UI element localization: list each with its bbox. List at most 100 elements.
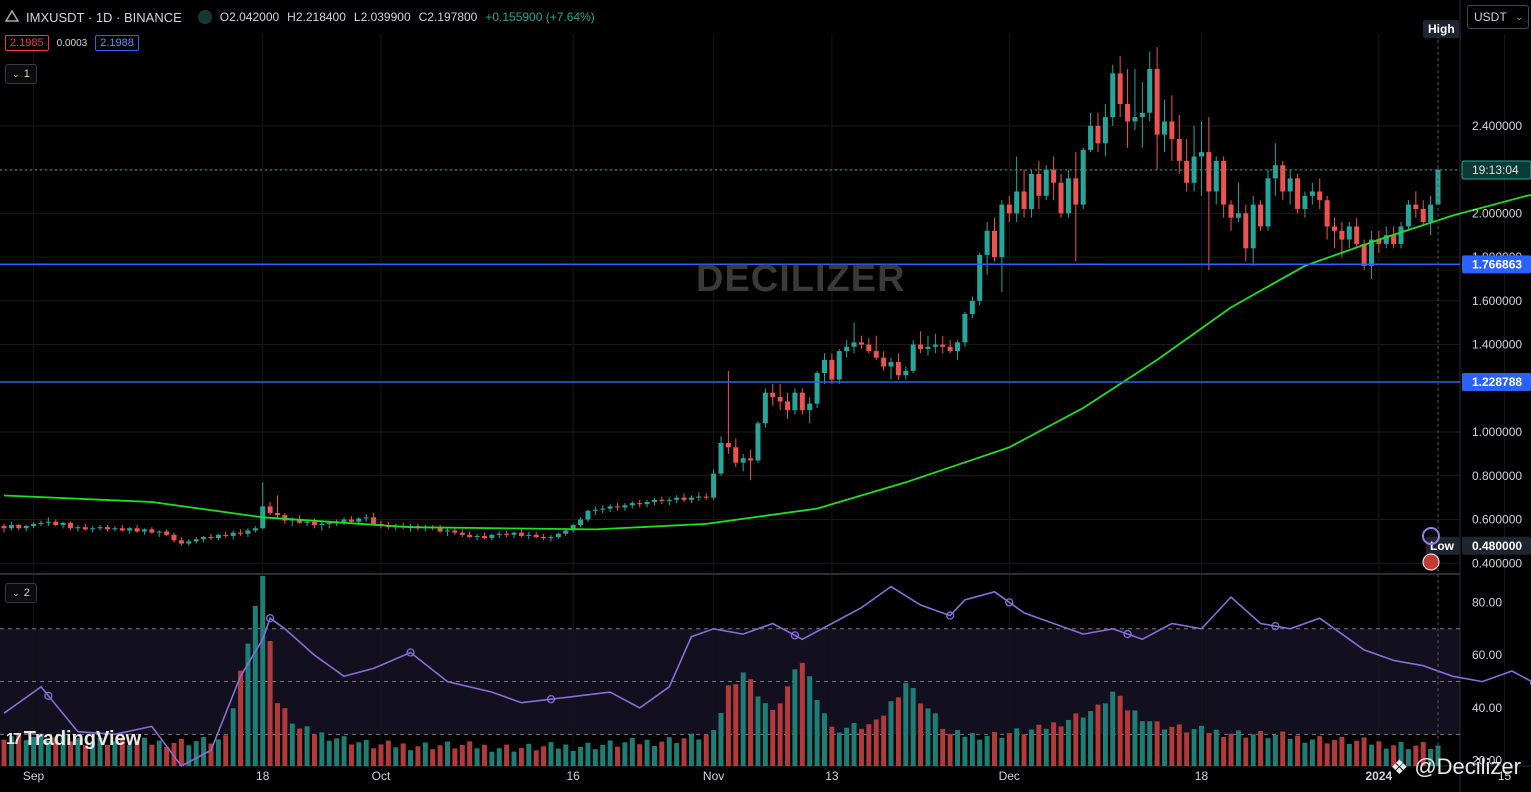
price-tick-label: 0.400000 — [1472, 556, 1522, 570]
candle-body — [607, 506, 613, 509]
volume-bar — [474, 748, 480, 766]
volume-bar — [408, 750, 414, 766]
volume-bar — [430, 749, 436, 766]
volume-bar — [1413, 745, 1419, 766]
ask-price[interactable]: 2.1988 — [95, 35, 139, 51]
ohlc-low: L2.039900 — [353, 10, 411, 24]
currency-select[interactable]: USDT ⌄ — [1467, 5, 1529, 29]
volume-bar — [555, 748, 561, 766]
time-tick-label: 18 — [1195, 769, 1209, 783]
candle-body — [16, 524, 22, 529]
volume-bar — [836, 732, 842, 766]
candle-body — [592, 509, 598, 511]
volume-bar — [533, 750, 539, 766]
volume-bar — [600, 744, 606, 766]
pane1-collapse-button[interactable]: ⌄ 1 — [5, 64, 37, 84]
candle-body — [1398, 226, 1404, 244]
volume-bar — [8, 736, 14, 766]
candle-body — [474, 535, 480, 538]
candle-body — [1154, 68, 1160, 135]
volume-bar — [1169, 726, 1175, 766]
candle-body — [799, 392, 805, 411]
volume-bar — [230, 708, 236, 766]
volume-bar — [1405, 749, 1411, 766]
candle-body — [341, 519, 347, 522]
candle-body — [585, 510, 591, 520]
symbol-header: IMXUSDT · 1D · BINANCE O2.042000 H2.2184… — [0, 0, 1460, 34]
candle-body — [932, 344, 938, 347]
bid-price[interactable]: 2.1985 — [5, 35, 49, 51]
symbol-title[interactable]: IMXUSDT · 1D · BINANCE — [26, 9, 182, 25]
candle-body — [555, 533, 561, 538]
market-status-icon[interactable] — [197, 10, 212, 24]
pane2-collapse-button[interactable]: ⌄ 2 — [5, 583, 37, 603]
low-badge-bg — [1426, 536, 1460, 555]
volume-bar — [1139, 721, 1145, 766]
time-tick-label: 16 — [566, 769, 580, 783]
volume-bar — [688, 733, 694, 766]
volume-bar — [629, 737, 635, 766]
volume-bar — [1420, 742, 1426, 766]
volume-bar — [38, 733, 44, 766]
currency-value: USDT — [1474, 10, 1507, 24]
tradingview-logo[interactable]: 17 TradingView — [6, 728, 141, 751]
volume-bar — [1368, 744, 1374, 766]
rsi-marker — [546, 694, 556, 704]
candle-body — [186, 541, 192, 544]
volume-bar — [1324, 743, 1330, 766]
candle-body — [755, 423, 761, 461]
volume-bar — [895, 697, 901, 766]
volume-bar — [1265, 738, 1271, 766]
candle-body — [688, 497, 694, 500]
candle-body — [1088, 125, 1094, 150]
bid-ask-panel: 2.1985 0.0003 2.1988 — [5, 35, 139, 51]
chevron-down-icon: ⌄ — [1515, 11, 1523, 22]
volume-bar — [792, 669, 798, 766]
rsi-marker — [44, 691, 53, 700]
countdown-label-text: 19:13:04 — [1472, 163, 1519, 177]
volume-bar — [903, 682, 909, 766]
volume-bar — [777, 703, 783, 766]
candle-body — [208, 537, 214, 539]
volume-bar — [393, 747, 399, 766]
volume-bar — [1110, 691, 1116, 766]
rsi-tick-label: 20.00 — [1472, 754, 1502, 768]
candle-body — [821, 359, 827, 373]
volume-bar — [193, 741, 199, 766]
candle-body — [53, 521, 59, 525]
price-tick-label: 0.800000 — [1472, 469, 1522, 483]
volume-bar — [489, 751, 495, 766]
volume-bar — [60, 734, 66, 766]
volume-bar — [23, 740, 29, 766]
candle-body — [311, 521, 317, 525]
volume-bar — [378, 744, 384, 766]
volume-bar — [548, 742, 554, 766]
candle-body — [1420, 208, 1426, 223]
level-label-text: 1.766863 — [1472, 257, 1522, 271]
volume-bar — [1317, 736, 1323, 766]
volume-bar — [82, 745, 88, 766]
volume-bar — [977, 739, 983, 766]
diamond-logo-icon: ❖ — [1390, 756, 1409, 779]
volume-bar — [651, 745, 657, 766]
volume-bar — [1125, 710, 1131, 766]
candle-body — [1339, 230, 1345, 240]
volume-bar — [437, 745, 443, 766]
candle-body — [1102, 117, 1108, 144]
candle-body — [578, 519, 584, 525]
volume-bar — [755, 696, 761, 766]
volume-bar — [141, 737, 147, 766]
volume-bar — [1235, 730, 1241, 766]
event-marker-icon — [1422, 527, 1440, 545]
candle-body — [570, 524, 576, 531]
volume-bar — [1080, 717, 1086, 766]
tradingview-logo-icon: 17 — [6, 730, 22, 748]
candle-body — [149, 529, 155, 533]
candle-body — [888, 362, 894, 367]
time-tick-label: 13 — [825, 769, 839, 783]
candle-body — [792, 392, 798, 411]
volume-bar — [725, 685, 731, 766]
volume-bar — [1184, 732, 1190, 766]
volume-bar — [1102, 703, 1108, 766]
